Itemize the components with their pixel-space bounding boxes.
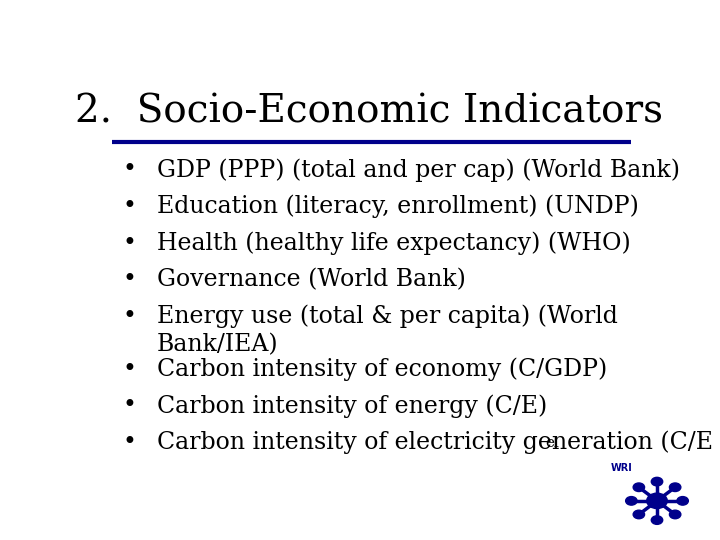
Circle shape [652, 477, 662, 486]
Text: 2.  Socio-Economic Indicators: 2. Socio-Economic Indicators [75, 94, 663, 131]
Text: •: • [122, 268, 136, 291]
Text: •: • [122, 358, 136, 381]
Text: •: • [122, 305, 136, 328]
Circle shape [677, 497, 688, 505]
Text: •: • [122, 431, 136, 454]
Text: Carbon intensity of energy (C/E): Carbon intensity of energy (C/E) [157, 394, 547, 418]
Text: •: • [122, 394, 136, 417]
Circle shape [670, 483, 681, 491]
Text: Carbon intensity of economy (C/GDP): Carbon intensity of economy (C/GDP) [157, 358, 607, 381]
Text: Education (literacy, enrollment) (UNDP): Education (literacy, enrollment) (UNDP) [157, 195, 639, 219]
Circle shape [626, 497, 637, 505]
Text: WRI: WRI [611, 463, 632, 473]
Text: •: • [122, 195, 136, 218]
Text: el: el [545, 436, 559, 450]
Text: Governance (World Bank): Governance (World Bank) [157, 268, 466, 291]
Circle shape [670, 510, 681, 519]
Text: Energy use (total & per capita) (World
Bank/IEA): Energy use (total & per capita) (World B… [157, 305, 618, 356]
Text: Health (healthy life expectancy) (WHO): Health (healthy life expectancy) (WHO) [157, 232, 631, 255]
Text: •: • [122, 232, 136, 254]
Text: •: • [122, 158, 136, 181]
Circle shape [647, 493, 667, 509]
Circle shape [633, 510, 644, 519]
Circle shape [633, 483, 644, 491]
Text: Carbon intensity of electricity generation (C/E: Carbon intensity of electricity generati… [157, 431, 713, 455]
Text: GDP (PPP) (total and per cap) (World Bank): GDP (PPP) (total and per cap) (World Ban… [157, 158, 680, 182]
Circle shape [652, 516, 662, 524]
